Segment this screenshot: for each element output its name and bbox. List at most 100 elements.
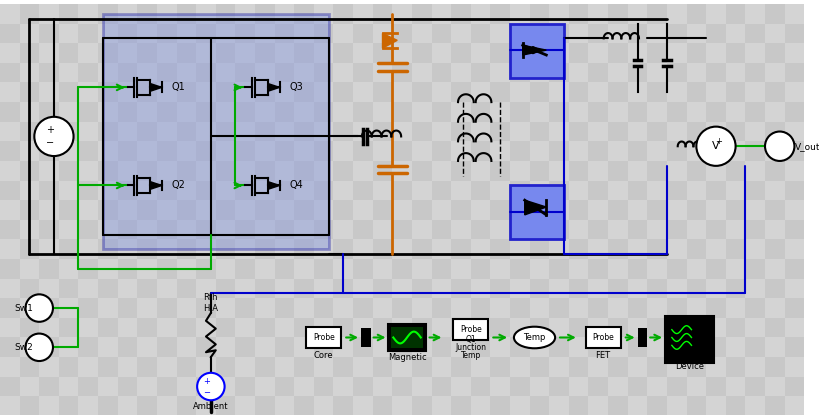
Bar bbox=[608, 83, 627, 102]
Bar bbox=[666, 377, 686, 396]
Bar bbox=[686, 83, 705, 102]
Bar bbox=[373, 181, 391, 200]
Bar bbox=[176, 337, 196, 357]
Bar bbox=[470, 279, 490, 298]
Bar bbox=[79, 259, 98, 279]
Bar bbox=[705, 122, 725, 141]
Bar bbox=[353, 83, 373, 102]
Bar bbox=[450, 220, 470, 239]
Bar bbox=[0, 220, 20, 239]
Bar bbox=[373, 318, 391, 337]
Bar bbox=[568, 239, 588, 259]
Bar bbox=[176, 43, 196, 63]
Bar bbox=[156, 298, 176, 318]
Bar bbox=[0, 83, 20, 102]
Bar bbox=[0, 259, 20, 279]
Bar bbox=[373, 102, 391, 122]
Bar bbox=[509, 102, 529, 122]
Bar bbox=[568, 298, 588, 318]
Bar bbox=[215, 220, 235, 239]
Bar bbox=[725, 4, 744, 23]
Bar bbox=[705, 377, 725, 396]
Bar bbox=[294, 279, 314, 298]
Bar bbox=[666, 200, 686, 220]
Bar bbox=[255, 200, 274, 220]
Bar bbox=[314, 357, 333, 377]
Bar bbox=[646, 318, 666, 337]
Bar bbox=[215, 141, 235, 161]
Bar bbox=[549, 318, 568, 337]
Bar bbox=[725, 377, 744, 396]
Bar bbox=[333, 377, 353, 396]
Circle shape bbox=[25, 294, 53, 322]
Bar bbox=[215, 396, 235, 416]
Bar bbox=[20, 161, 39, 181]
Bar bbox=[353, 161, 373, 181]
Bar bbox=[529, 122, 549, 141]
Bar bbox=[118, 318, 137, 337]
Bar bbox=[549, 239, 568, 259]
Bar bbox=[373, 23, 391, 43]
Bar bbox=[137, 357, 156, 377]
Bar bbox=[686, 377, 705, 396]
Bar bbox=[764, 396, 784, 416]
Bar bbox=[725, 396, 744, 416]
Circle shape bbox=[197, 373, 224, 400]
Bar bbox=[450, 337, 470, 357]
Bar bbox=[784, 298, 803, 318]
Bar bbox=[59, 200, 79, 220]
Bar bbox=[294, 259, 314, 279]
Bar bbox=[176, 200, 196, 220]
Bar bbox=[98, 239, 118, 259]
Bar bbox=[39, 318, 59, 337]
Bar bbox=[59, 357, 79, 377]
Bar bbox=[391, 83, 411, 102]
Bar bbox=[509, 220, 529, 239]
Bar bbox=[608, 220, 627, 239]
Bar bbox=[294, 83, 314, 102]
Bar bbox=[568, 102, 588, 122]
Bar bbox=[391, 141, 411, 161]
Bar bbox=[235, 337, 255, 357]
Bar bbox=[608, 259, 627, 279]
Polygon shape bbox=[523, 45, 545, 55]
Bar bbox=[137, 43, 156, 63]
Bar bbox=[255, 396, 274, 416]
Bar bbox=[98, 141, 118, 161]
Bar bbox=[646, 4, 666, 23]
Bar bbox=[784, 200, 803, 220]
Bar bbox=[314, 318, 333, 337]
Bar bbox=[764, 83, 784, 102]
Bar bbox=[509, 161, 529, 181]
Bar bbox=[156, 181, 176, 200]
Bar bbox=[509, 318, 529, 337]
Bar bbox=[686, 220, 705, 239]
Text: Q2: Q2 bbox=[171, 181, 185, 191]
Bar bbox=[274, 357, 294, 377]
Circle shape bbox=[34, 117, 74, 156]
Bar bbox=[431, 122, 450, 141]
Bar bbox=[118, 337, 137, 357]
Bar bbox=[0, 337, 20, 357]
Bar bbox=[176, 181, 196, 200]
Bar bbox=[646, 23, 666, 43]
Text: −: − bbox=[203, 388, 210, 397]
Bar bbox=[39, 102, 59, 122]
Bar bbox=[333, 239, 353, 259]
Bar bbox=[314, 102, 333, 122]
Bar bbox=[20, 220, 39, 239]
Bar bbox=[686, 63, 705, 83]
Bar bbox=[235, 396, 255, 416]
Bar bbox=[784, 102, 803, 122]
Bar bbox=[255, 161, 274, 181]
Bar bbox=[215, 181, 235, 200]
Bar bbox=[608, 377, 627, 396]
Bar bbox=[79, 63, 98, 83]
Bar bbox=[391, 161, 411, 181]
Bar bbox=[549, 396, 568, 416]
Bar bbox=[215, 259, 235, 279]
Bar bbox=[333, 337, 353, 357]
Bar bbox=[549, 161, 568, 181]
Bar bbox=[627, 200, 646, 220]
Bar bbox=[549, 4, 568, 23]
